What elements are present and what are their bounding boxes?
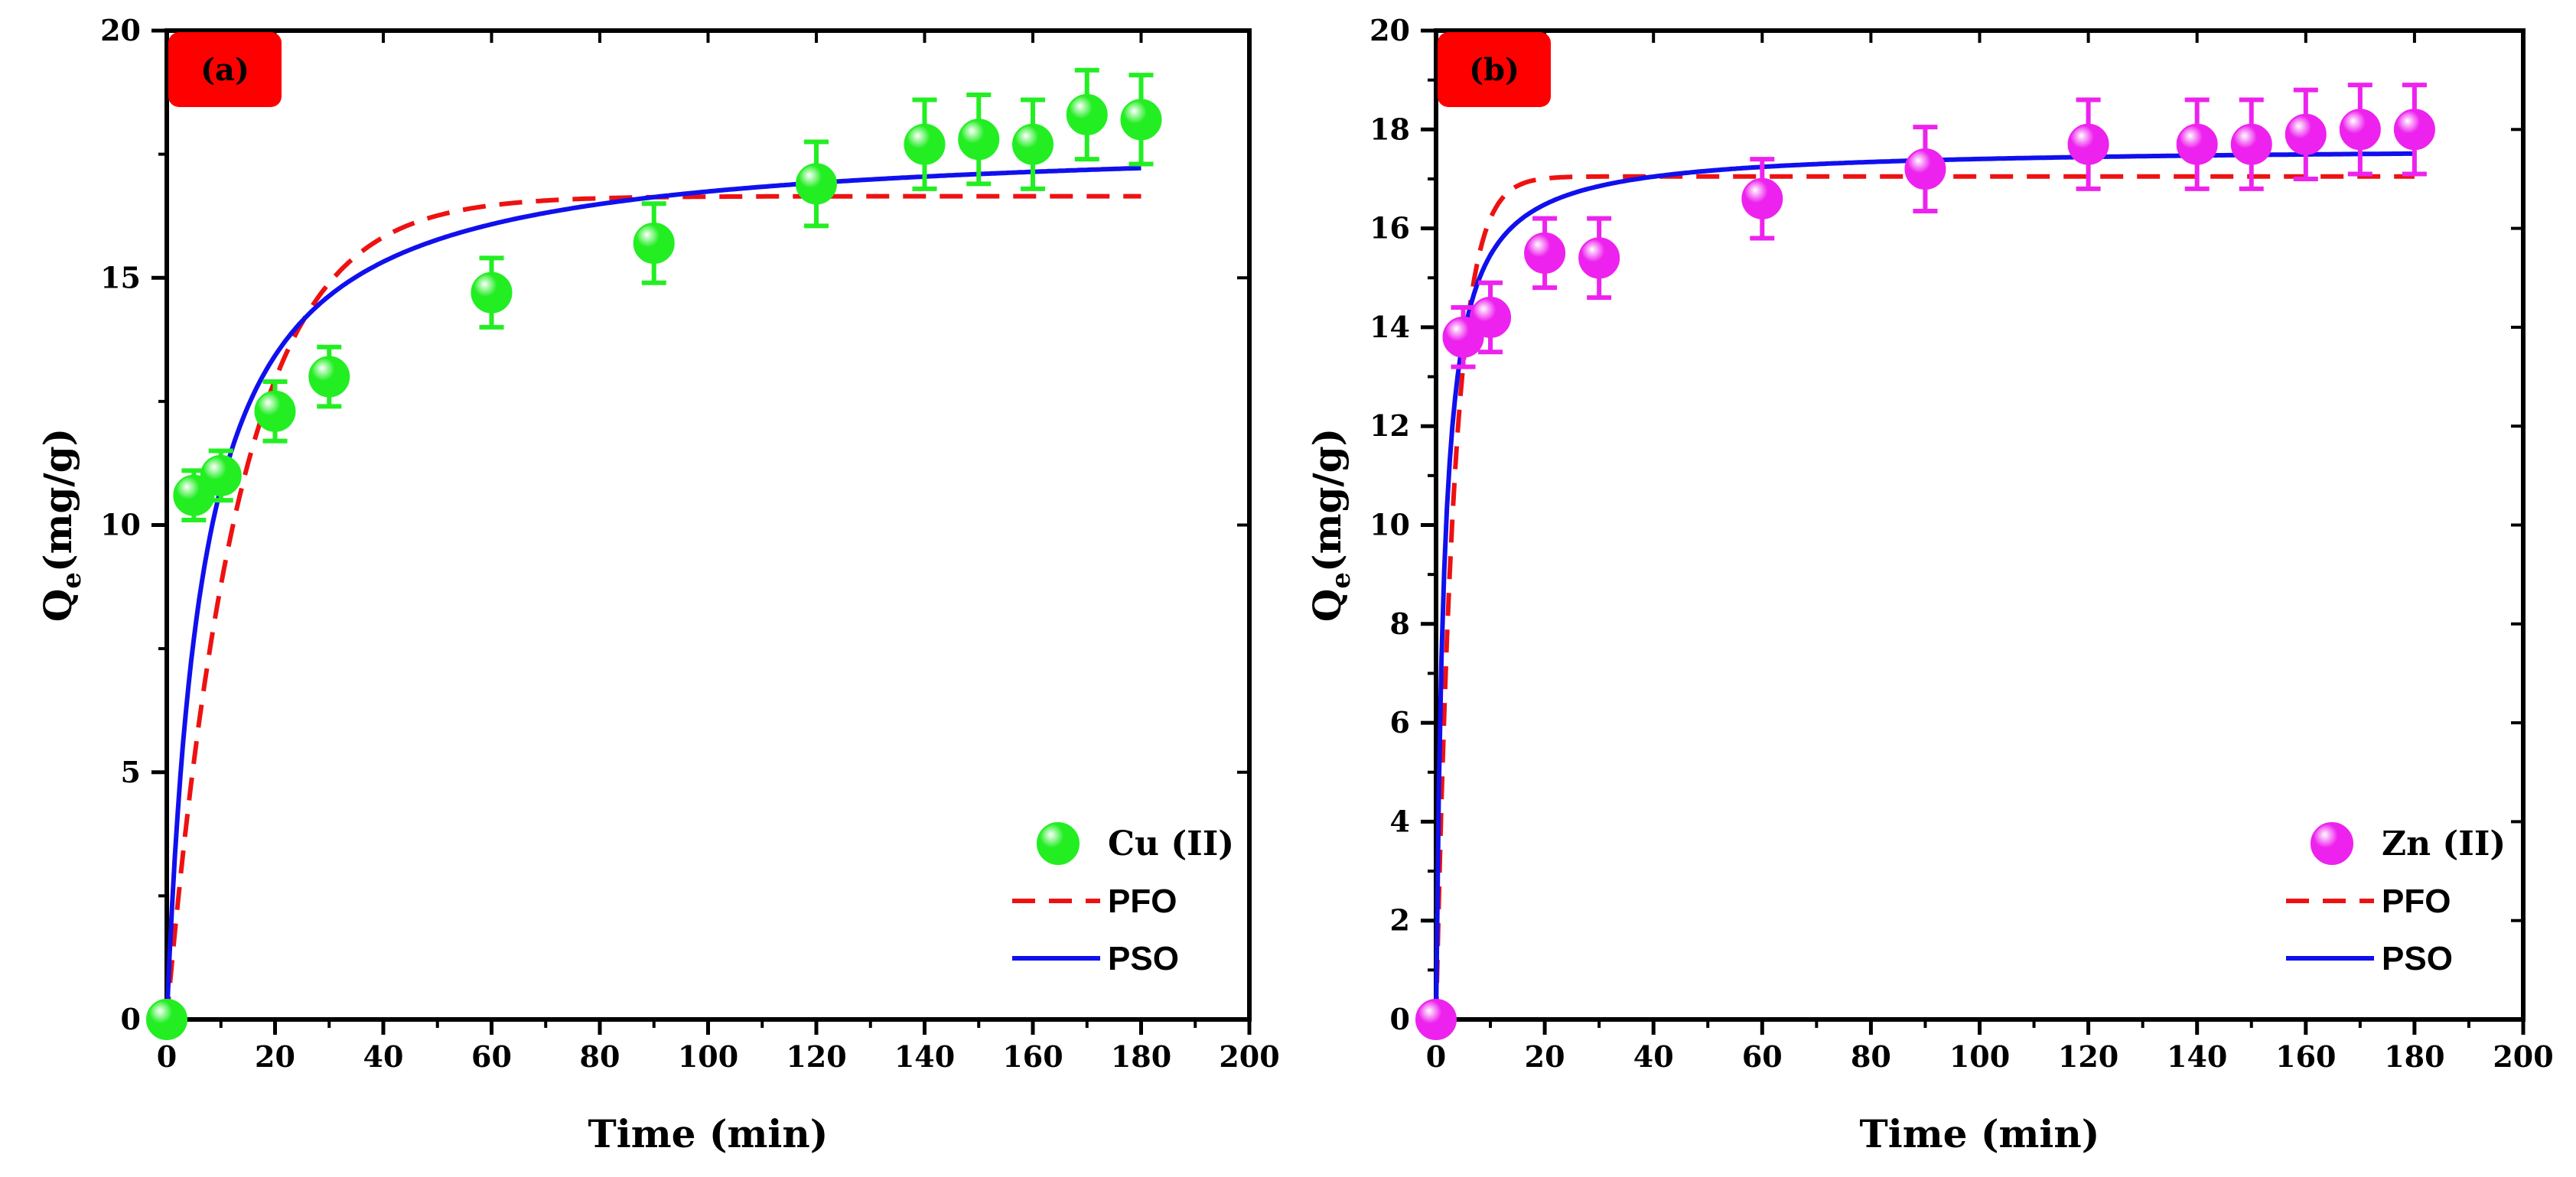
x-tick-label: 160	[1002, 1039, 1063, 1074]
x-tick-label: 20	[255, 1039, 295, 1074]
x-tick-label: 180	[2384, 1039, 2444, 1074]
x-tick-label: 0	[1426, 1039, 1446, 1074]
y-tick-label: 10	[1369, 508, 1410, 542]
panel-b-chart: 0 20 40 60 80 100 120 140 160 180 200 0 2 4 6 8 10 12 14 16…	[1304, 13, 2554, 1156]
y-tick-label: 10	[100, 508, 141, 542]
y-axis-title-unit: (mg/g)	[35, 428, 80, 572]
y-tick-label: 0	[121, 1002, 141, 1036]
y-tick-label: 6	[1390, 705, 1410, 740]
data-point	[2339, 109, 2381, 151]
x-tick-label: 200	[1219, 1039, 1279, 1074]
data-point	[1120, 99, 1162, 141]
data-point	[1578, 237, 1620, 279]
legend-entry-pso: PSO	[1012, 940, 1179, 977]
legend-entry-pso: PSO	[2286, 940, 2453, 977]
data-point	[633, 222, 675, 264]
y-axis-title: Qe(mg/g)	[1304, 428, 1356, 623]
data-point	[1524, 232, 1566, 274]
y-axis-title-unit: (mg/g)	[1304, 428, 1350, 572]
x-axis-title: Time (min)	[588, 1111, 829, 1156]
legend-marker	[2311, 822, 2353, 865]
data-point	[2067, 123, 2109, 165]
panel-a-chart: 0 20 40 60 80 100 120 140 160 180 200 0 5 10 15 20 Time …	[35, 13, 1280, 1156]
data-point	[1904, 148, 1946, 190]
data-point	[2230, 123, 2272, 165]
y-axis-title-subscript: e	[57, 572, 87, 589]
x-tick-label: 100	[1949, 1039, 2010, 1074]
legend-label: PFO	[2382, 883, 2451, 920]
x-tick-label: 140	[2167, 1039, 2227, 1074]
data-point	[308, 356, 350, 398]
y-tick-label: 4	[1390, 804, 1410, 838]
x-tick-label: 60	[1742, 1039, 1783, 1074]
data-point	[1741, 177, 1783, 219]
legend-entry-cu-ii: Cu (II)	[1037, 822, 1234, 865]
y-tick-label: 5	[121, 755, 141, 789]
x-tick-label: 20	[1525, 1039, 1565, 1074]
legend-label: Cu (II)	[1108, 824, 1234, 863]
y-tick-label: 20	[100, 13, 141, 47]
x-tick-label: 120	[786, 1039, 846, 1074]
panel-label-badge	[168, 32, 282, 107]
data-point	[146, 999, 187, 1040]
y-tick-label: 18	[1369, 112, 1410, 146]
x-tick-label: 80	[1851, 1039, 1891, 1074]
data-point	[2285, 113, 2327, 155]
y-tick-label: 8	[1390, 606, 1410, 641]
x-tick-label: 40	[1633, 1039, 1674, 1074]
data-point	[2393, 109, 2435, 151]
x-tick-label: 40	[363, 1039, 404, 1074]
data-point	[200, 454, 242, 496]
data-point	[471, 271, 513, 314]
data-point	[796, 163, 837, 205]
y-tick-label: 20	[1369, 13, 1410, 47]
data-point	[958, 119, 1000, 161]
x-tick-label: 140	[894, 1039, 955, 1074]
y-tick-label: 14	[1369, 310, 1410, 344]
panel-label-badge	[1438, 32, 1551, 107]
data-point	[1415, 999, 1457, 1040]
legend-label: PSO	[1108, 940, 1179, 977]
data-point	[1012, 123, 1054, 165]
data-point	[904, 123, 946, 165]
y-tick-label: 15	[100, 260, 141, 294]
legend-marker	[1037, 822, 1080, 865]
y-axis-title-main: Q	[35, 589, 80, 623]
legend-label: PFO	[1108, 883, 1177, 920]
x-tick-label: 60	[471, 1039, 512, 1074]
data-point	[2176, 123, 2218, 165]
x-tick-label: 80	[580, 1039, 620, 1074]
legend-entry-pfo: PFO	[1012, 883, 1177, 920]
data-point	[254, 390, 296, 432]
y-tick-label: 12	[1369, 408, 1410, 443]
x-axis-title: Time (min)	[1860, 1111, 2100, 1156]
y-tick-label: 16	[1369, 211, 1410, 245]
y-axis-title-subscript: e	[1326, 572, 1356, 589]
y-axis-title-main: Q	[1304, 589, 1350, 623]
x-tick-label: 120	[2058, 1039, 2118, 1074]
legend-entry-pfo: PFO	[2286, 883, 2451, 920]
x-tick-label: 180	[1111, 1039, 1171, 1074]
x-tick-label: 100	[678, 1039, 738, 1074]
x-tick-label: 0	[157, 1039, 177, 1074]
panel-label: (a)	[200, 52, 249, 88]
y-axis-title: Qe(mg/g)	[35, 428, 87, 623]
y-tick-label: 2	[1390, 903, 1410, 938]
x-tick-label: 160	[2275, 1039, 2336, 1074]
y-tick-label: 0	[1390, 1002, 1410, 1036]
legend-label: Zn (II)	[2382, 824, 2506, 863]
legend-entry-zn-ii: Zn (II)	[2311, 822, 2506, 865]
data-point	[1066, 93, 1108, 135]
legend-label: PSO	[2382, 940, 2453, 977]
data-point	[1470, 296, 1512, 338]
x-tick-label: 200	[2493, 1039, 2553, 1074]
panel-label: (b)	[1469, 52, 1519, 88]
